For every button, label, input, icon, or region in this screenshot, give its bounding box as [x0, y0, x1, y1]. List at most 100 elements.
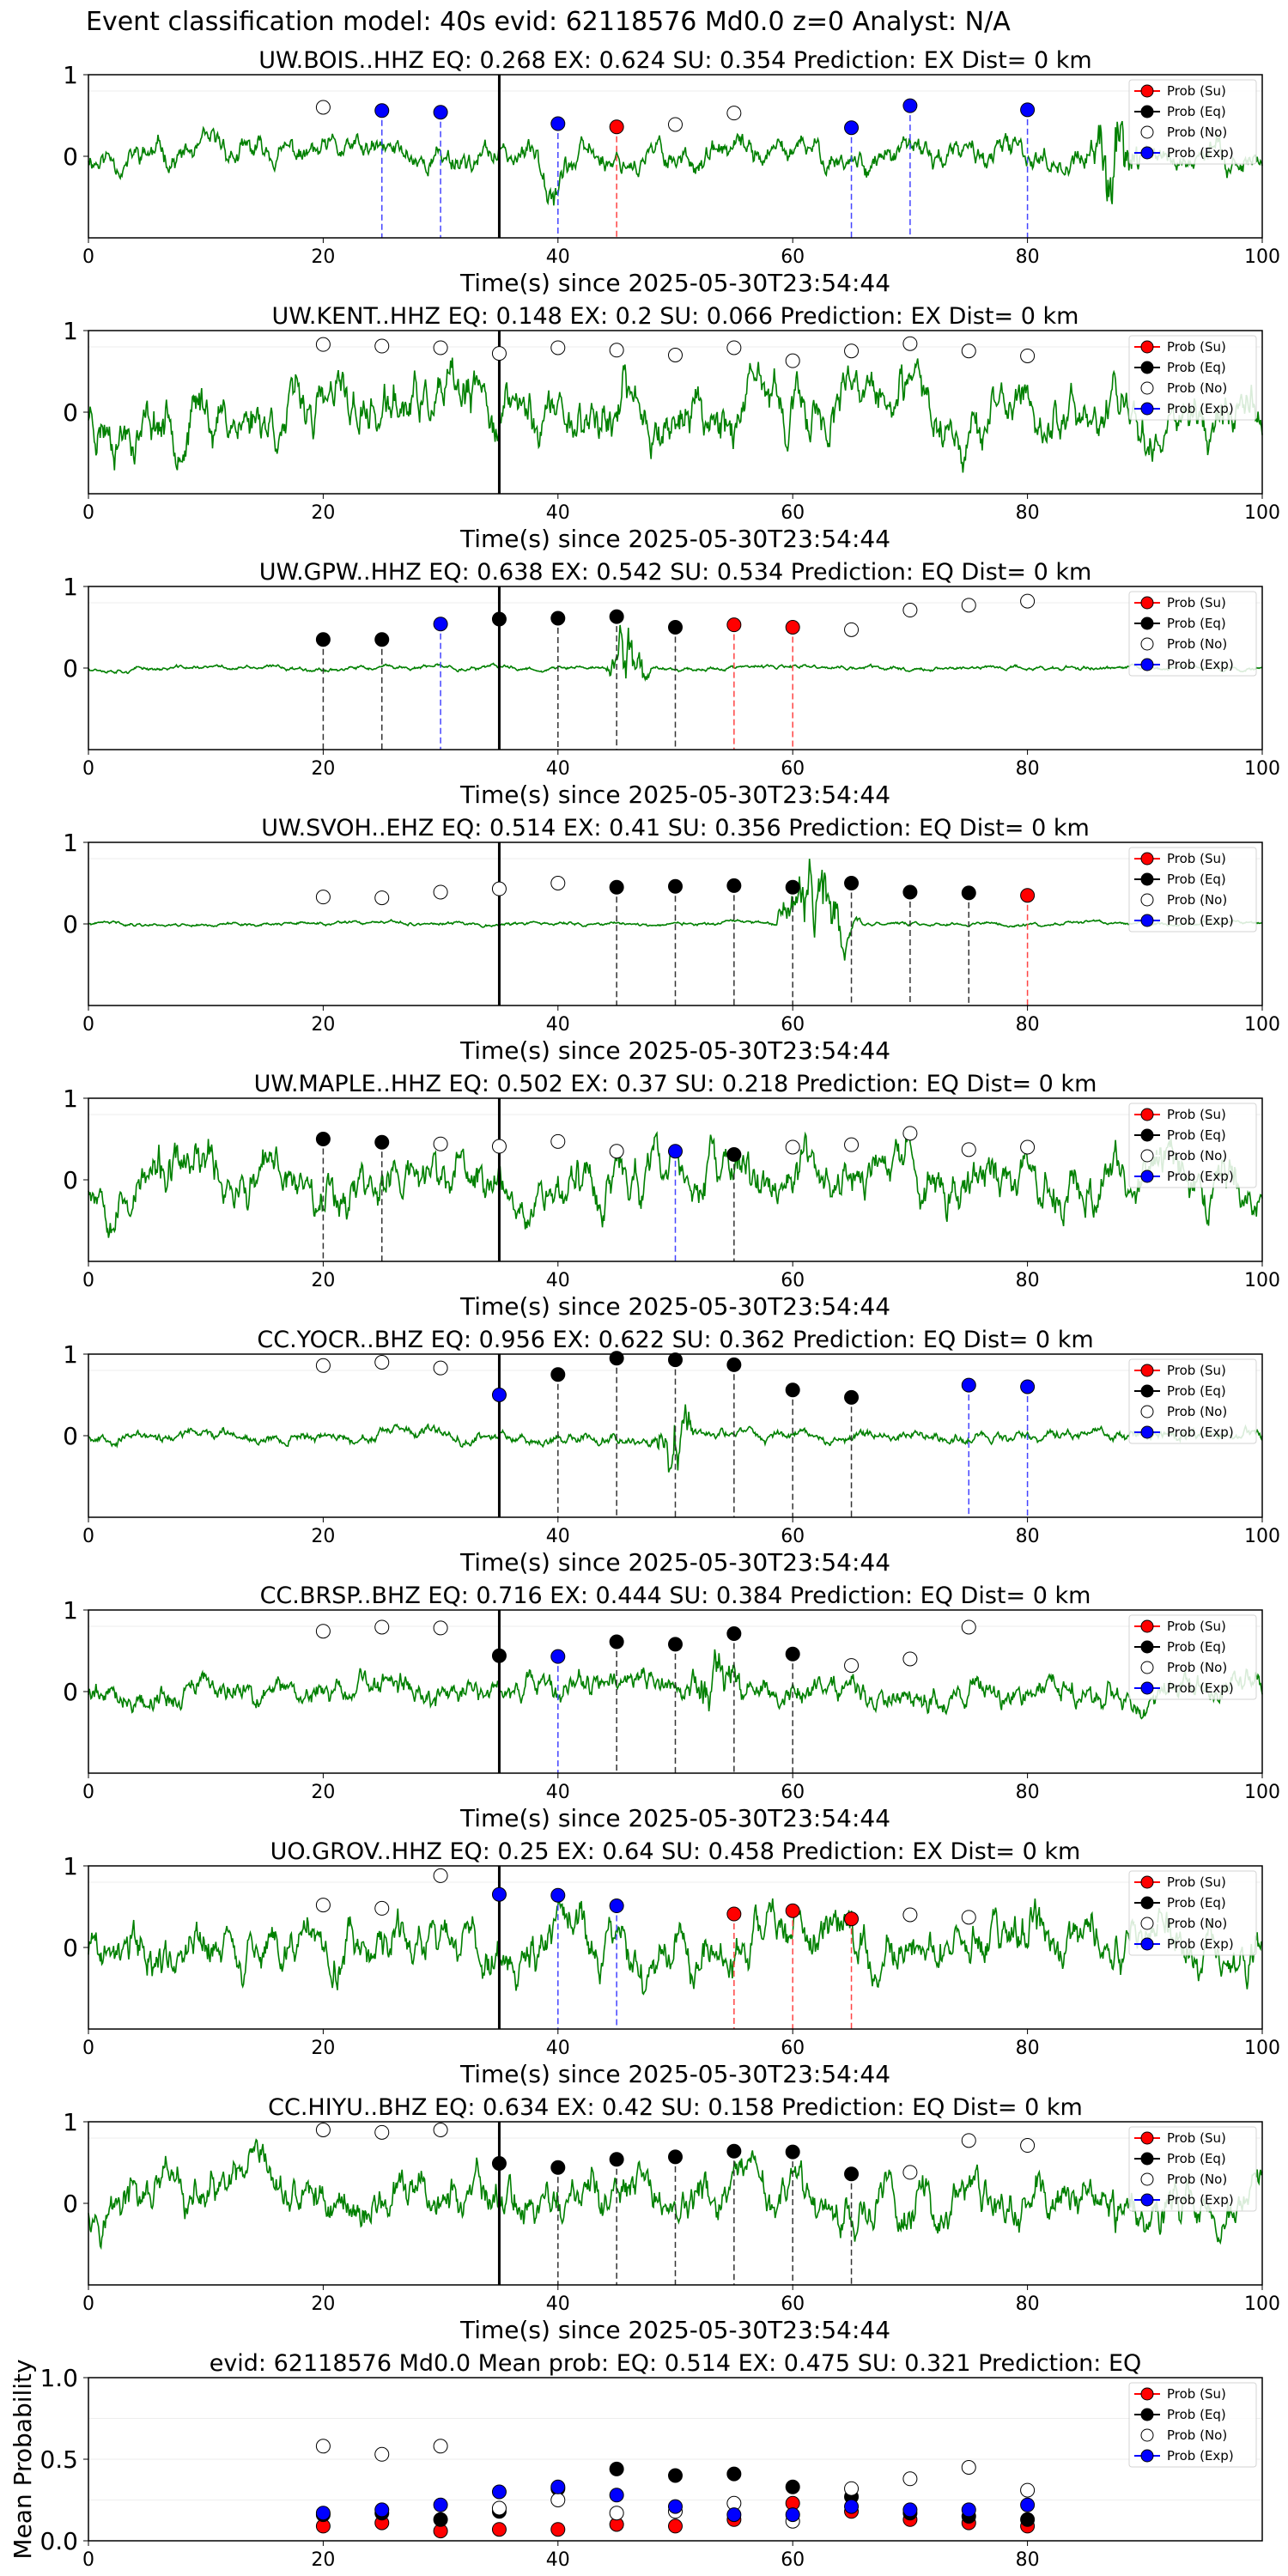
x-tick-label: 40 [546, 1014, 570, 1036]
prob-point [961, 1142, 976, 1157]
legend-label: Prob (Exp) [1167, 1169, 1234, 1184]
prob-point [726, 617, 742, 633]
y-tick-label: 1 [63, 2108, 78, 2136]
legend-marker [1140, 125, 1154, 139]
x-tick-label: 60 [781, 1014, 805, 1036]
prob-point [668, 1637, 683, 1652]
plot-frame [88, 2121, 1263, 2286]
x-tick-label: 60 [781, 1270, 805, 1291]
station-panel: UW.MAPLE..HHZ EQ: 0.502 EX: 0.37 SU: 0.2… [63, 1071, 1280, 1321]
panel-title: CC.BRSP..BHZ EQ: 0.716 EX: 0.444 SU: 0.3… [260, 1583, 1091, 1609]
panel-title: evid: 62118576 Md0.0 Mean prob: EQ: 0.51… [210, 2350, 1142, 2377]
x-tick-label: 40 [546, 758, 570, 780]
legend-marker [1140, 1108, 1154, 1121]
x-axis-label: Time(s) since 2025-05-30T23:54:44 [459, 1292, 890, 1321]
prob-point [550, 876, 566, 890]
prob-point [491, 1388, 507, 1402]
prob-point [844, 1658, 860, 1674]
mean-prob-point [491, 2522, 507, 2537]
legend-marker [1140, 2131, 1154, 2145]
mean-prob-point [902, 2502, 918, 2518]
mean-prob-point [315, 2439, 331, 2454]
mean-prob-point [609, 2488, 624, 2503]
prob-point [609, 343, 624, 358]
y-tick-label: 1 [63, 317, 78, 345]
legend-label: Prob (Eq) [1167, 360, 1226, 375]
prob-point [609, 1899, 624, 1914]
x-tick-label: 40 [546, 2038, 570, 2059]
legend-marker [1140, 1149, 1154, 1163]
prob-point [315, 1898, 331, 1913]
prob-point [902, 1651, 918, 1667]
legend-box [1128, 1103, 1257, 1188]
prob-point [550, 1367, 566, 1382]
legend-label: Prob (Exp) [1167, 1425, 1234, 1440]
legend-marker [1140, 1364, 1154, 1377]
mean-prob-point [550, 2493, 566, 2507]
legend-label: Prob (Exp) [1167, 145, 1234, 161]
prob-point [785, 1646, 800, 1662]
prob-point [961, 2133, 976, 2148]
mean-prob-point [491, 2500, 507, 2516]
x-tick-label: 0 [82, 1270, 94, 1291]
x-tick-label: 100 [1244, 1782, 1280, 1803]
legend-marker [1140, 361, 1154, 374]
mean-prob-point [550, 2479, 566, 2494]
panel-title: CC.YOCR..BHZ EQ: 0.956 EX: 0.622 SU: 0.3… [257, 1327, 1093, 1353]
x-tick-label: 60 [781, 2549, 805, 2571]
prob-point [668, 620, 683, 635]
y-tick-label: 1.0 [39, 2364, 78, 2392]
prob-point [902, 336, 918, 351]
x-tick-label: 80 [1016, 246, 1040, 268]
legend-label: Prob (No) [1167, 1916, 1227, 1931]
waveform-line [88, 1897, 1263, 1996]
legend-marker [1140, 1619, 1154, 1633]
prob-point [433, 1868, 448, 1883]
panel-title: UW.BOIS..HHZ EQ: 0.268 EX: 0.624 SU: 0.3… [258, 47, 1091, 74]
station-panel: CC.BRSP..BHZ EQ: 0.716 EX: 0.444 SU: 0.3… [63, 1583, 1280, 1832]
prob-point [374, 890, 390, 906]
legend-marker [1140, 1681, 1154, 1695]
x-tick-label: 0 [82, 1014, 94, 1036]
y-tick-label: 1 [63, 1084, 78, 1113]
prob-point [374, 1619, 390, 1635]
legend-label: Prob (No) [1167, 892, 1227, 908]
y-tick-label: 0 [63, 143, 78, 171]
y-tick-label: 0 [63, 1934, 78, 1962]
legend-marker [1140, 2193, 1154, 2207]
legend-label: Prob (Su) [1167, 1619, 1226, 1634]
prob-point [491, 2155, 507, 2171]
mean-prob-panel: evid: 62118576 Md0.0 Mean prob: EQ: 0.51… [9, 2350, 1263, 2571]
mean-prob-point [785, 2507, 800, 2523]
mean-prob-point [374, 2446, 390, 2462]
y-tick-label: 0 [63, 1678, 78, 1706]
mean-prob-point [315, 2506, 331, 2521]
legend-label: Prob (Eq) [1167, 2151, 1226, 2166]
y-tick-label: 0 [63, 398, 78, 427]
mean-prob-point [433, 2512, 448, 2527]
prob-point [726, 106, 742, 121]
prob-point [844, 2166, 860, 2182]
x-tick-label: 100 [1244, 1270, 1280, 1291]
x-axis-label: Time(s) since 2025-05-30T23:54:44 [459, 269, 890, 297]
legend-marker [1140, 1170, 1154, 1183]
prob-point [374, 1355, 390, 1370]
figure-title: Event classification model: 40s evid: 62… [86, 7, 1011, 37]
prob-point [961, 598, 976, 613]
x-tick-label: 100 [1244, 246, 1280, 268]
x-tick-label: 80 [1016, 2038, 1040, 2059]
x-tick-label: 0 [82, 2038, 94, 2059]
legend-label: Prob (No) [1167, 1404, 1227, 1419]
prob-point [315, 890, 331, 905]
legend-marker [1140, 146, 1154, 160]
x-tick-label: 60 [781, 502, 805, 524]
legend-label: Prob (Exp) [1167, 2448, 1234, 2464]
prob-point [668, 348, 683, 362]
legend-marker [1140, 852, 1154, 866]
mean-prob-point [1020, 2497, 1036, 2512]
prob-point [550, 1887, 566, 1903]
prob-point [902, 98, 918, 113]
mean-prob-point [433, 2497, 448, 2512]
prob-point [609, 879, 624, 895]
prob-point [1020, 348, 1036, 363]
